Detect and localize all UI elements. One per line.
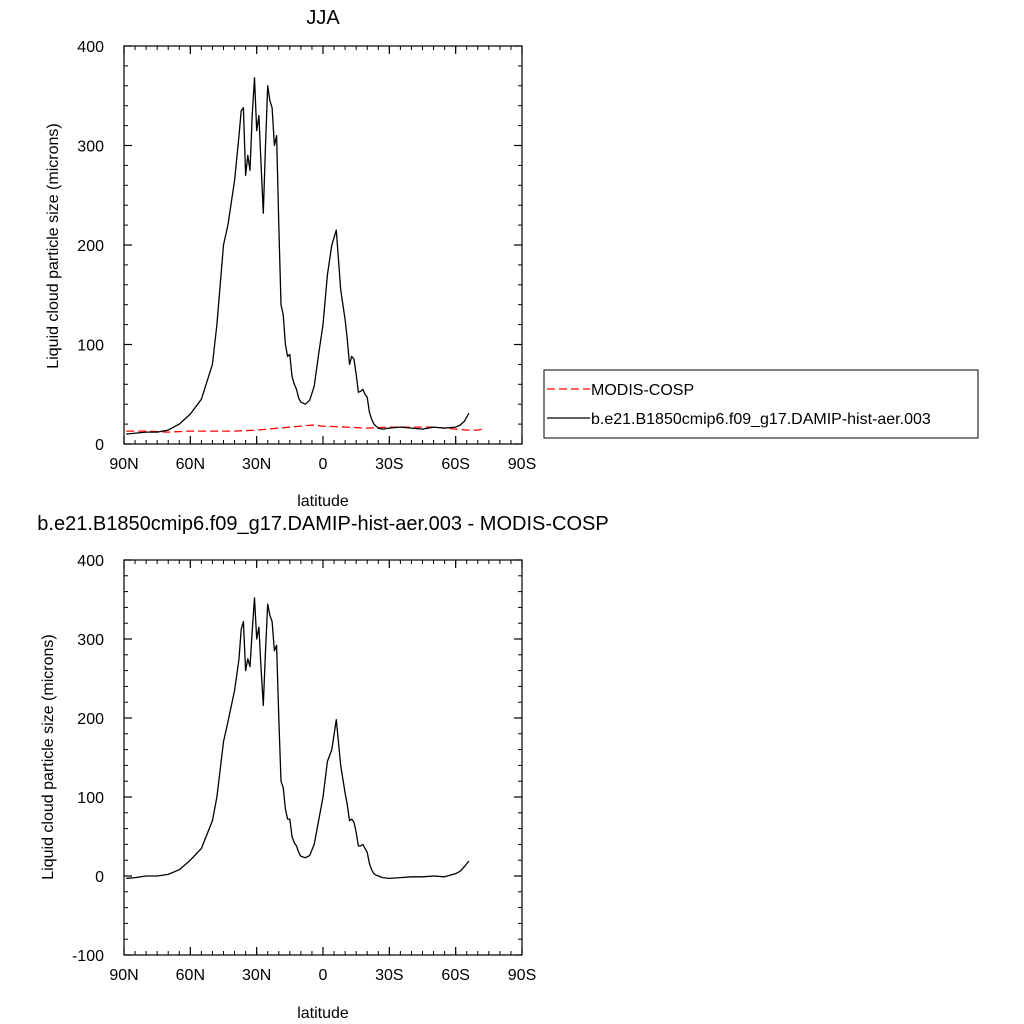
y-tick-label: 0 [95, 869, 104, 886]
legend: MODIS-COSP b.e21.B1850cmip6.f09_g17.DAMI… [543, 369, 979, 439]
y-tick-label: 400 [77, 39, 104, 56]
y-axis-label: Liquid cloud particle size (microns) [40, 634, 57, 879]
legend-label-modis: MODIS-COSP [591, 382, 694, 399]
x-tick-label: 60S [441, 967, 469, 984]
plot-axes: 90N 60N 30N 0 30S 60S 90S 0 100 200 300 400 [77, 39, 536, 473]
y-tick-label: 200 [77, 238, 104, 255]
y-tick-label: 300 [77, 139, 104, 156]
y-tick-label: 200 [77, 711, 104, 728]
x-tick-label: 0 [319, 967, 328, 984]
series-line-modis-cosp [126, 424, 483, 433]
x-axis-label: latitude [297, 1005, 349, 1022]
series-line-model [126, 77, 470, 435]
x-tick-label: 90S [508, 967, 536, 984]
x-tick-label: 60N [176, 456, 205, 473]
x-tick-label: 60S [441, 456, 469, 473]
plot-frame [123, 45, 523, 445]
y-axis-label: Liquid cloud particle size (microns) [45, 123, 62, 368]
panel-top: JJA 90N 60N 30N 0 30S 60S 90S 0 100 200 300 400 lat… [45, 7, 979, 510]
y-tick-label: 300 [77, 632, 104, 649]
plot-series [126, 597, 470, 880]
legend-box [543, 369, 979, 439]
y-tick-label: -100 [72, 948, 104, 965]
plot-series [126, 77, 483, 435]
x-tick-label: 90N [109, 456, 138, 473]
series-line-model [126, 597, 470, 880]
plot-frame [123, 559, 523, 956]
x-axis-label: latitude [297, 493, 349, 510]
panel-bottom: b.e21.B1850cmip6.f09_g17.DAMIP-hist-aer.… [37, 513, 608, 1022]
chart-title: b.e21.B1850cmip6.f09_g17.DAMIP-hist-aer.… [37, 513, 608, 535]
y-tick-label: 100 [77, 338, 104, 355]
x-tick-label: 30S [375, 967, 403, 984]
x-tick-label: 30N [242, 456, 271, 473]
y-tick-label: 0 [95, 437, 104, 454]
x-tick-label: 0 [319, 456, 328, 473]
x-tick-label: 90S [508, 456, 536, 473]
x-tick-label: 90N [109, 967, 138, 984]
x-tick-label: 30S [375, 456, 403, 473]
plot-axes: 90N 60N 30N 0 30S 60S 90S -100 0 100 200 300 400 [72, 553, 536, 984]
y-tick-label: 100 [77, 790, 104, 807]
y-tick-label: 400 [77, 553, 104, 570]
x-tick-label: 60N [176, 967, 205, 984]
legend-label-model: b.e21.B1850cmip6.f09_g17.DAMIP-hist-aer.… [591, 411, 931, 428]
chart-title: JJA [306, 7, 340, 29]
x-tick-label: 30N [242, 967, 271, 984]
